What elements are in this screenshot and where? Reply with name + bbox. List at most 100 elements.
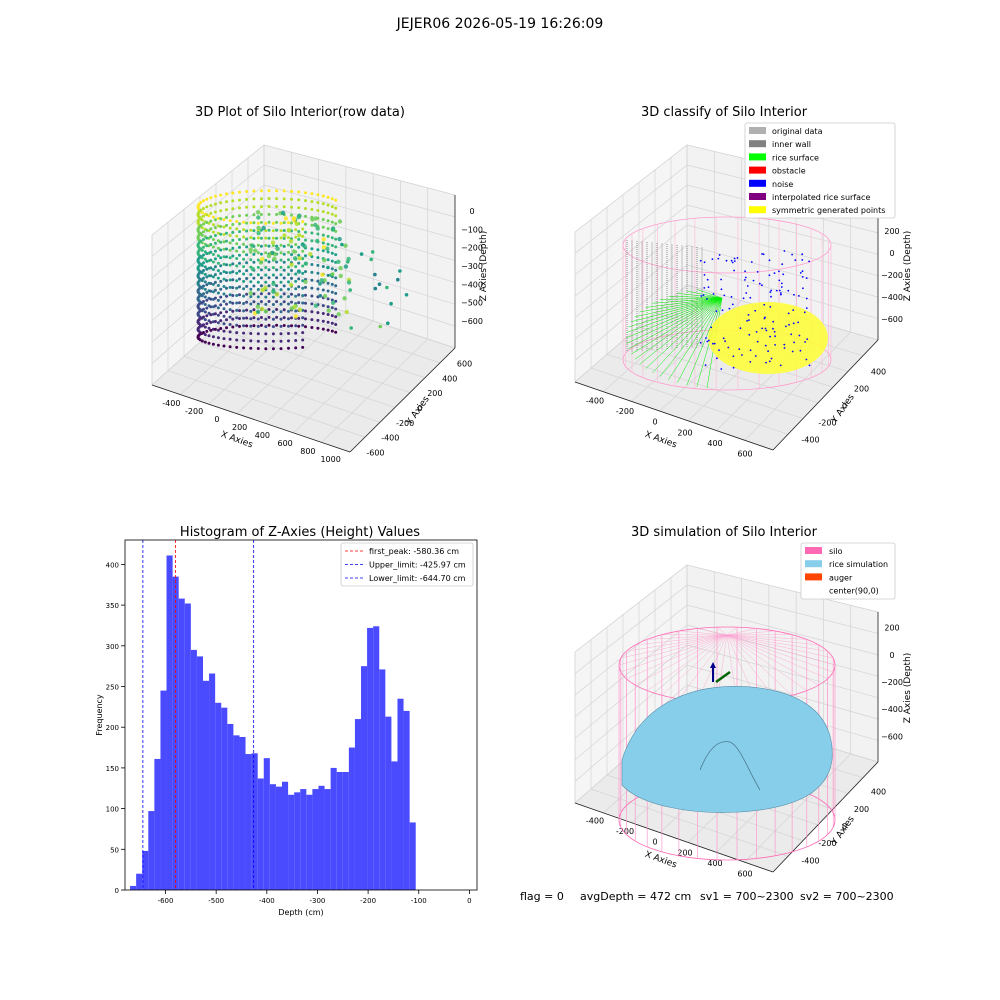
grid-line [606,353,804,419]
x-tick-label: -400 [586,396,604,405]
data-point [238,261,241,265]
data-point [294,346,298,350]
x-tick-label: -400 [162,399,180,408]
outlier-point [370,250,375,254]
noise-point [761,284,763,287]
noise-point [707,286,710,289]
data-point [216,231,220,235]
z-axis-label: Z Axies (Depth) [903,231,913,302]
data-point [294,279,298,283]
data-point [326,305,330,309]
noise-point [748,333,751,336]
silo-roof-line [726,634,828,652]
data-point [330,251,334,255]
data-point [213,241,217,245]
data-point [256,243,260,247]
histogram-bar [391,761,398,890]
histogram-bar [142,850,149,890]
noise-point [703,287,706,289]
data-point [316,232,320,236]
data-point [231,325,235,329]
silo-roof-line [726,628,757,636]
data-point [304,254,307,258]
data-point [282,268,286,272]
noise-point [723,294,726,297]
data-point [310,200,314,204]
figure-title: JEJER06 2026-05-19 16:26:09 [396,16,604,32]
data-point [202,307,205,311]
data-point [209,196,213,200]
data-point [235,316,239,320]
data-point [199,224,203,227]
data-point [267,228,271,232]
data-point [279,280,283,284]
data-point [205,291,209,294]
noise-point [805,277,808,279]
data-point [231,301,235,305]
data-point [326,273,330,277]
noise-point [733,260,736,262]
y-tick-label: -200 [818,419,836,428]
z-tick-label: −600 [881,732,903,741]
data-point [271,325,275,329]
data-point [291,249,297,254]
data-point [207,334,211,338]
data-point [301,271,305,275]
data-point [294,221,300,226]
data-point [252,300,256,304]
noise-point [703,261,706,264]
data-point [216,306,220,310]
noise-point [805,297,808,300]
data-point [279,302,283,306]
legend-label: symmetric generated points [772,206,885,215]
data-point [297,261,301,265]
data-point [231,223,235,226]
data-point [235,271,239,275]
data-point [219,327,223,330]
data-point [259,323,263,327]
rice-surface-ray [631,297,723,323]
data-point [211,238,215,241]
rice-surface-ray [645,297,723,369]
data-point [264,332,268,336]
data-point [316,256,320,260]
data-point [252,197,256,201]
data-point [211,260,215,264]
data-point [297,307,303,312]
data-point [282,260,286,264]
noise-point [730,259,733,262]
data-point [310,318,314,322]
data-point [199,208,203,212]
data-point [279,251,283,255]
data-point [321,237,326,242]
data-point [334,307,338,311]
data-point [336,312,341,317]
data-point [290,205,293,209]
data-point [231,215,235,219]
data-point [279,221,283,225]
data-point [203,325,207,329]
data-point [294,331,298,335]
data-point [338,265,343,271]
noise-point [775,289,778,292]
data-point [282,244,286,248]
x-tick-label: -200 [616,407,634,416]
data-point [297,256,302,261]
data-point [321,218,325,221]
noise-point [772,327,774,330]
data-point [252,189,256,193]
y-tick-label: 300 [106,643,119,651]
data-point [245,324,249,328]
data-point [334,237,338,241]
data-point [225,318,228,322]
silo-roof-line [626,634,728,679]
panel-title: 3D classify of Silo Interior [641,105,808,120]
panel-title: 3D Plot of Silo Interior(row data) [195,105,405,120]
data-point [292,256,298,261]
legend-swatch [805,586,822,594]
data-point [264,325,268,329]
data-point [321,304,325,308]
data-point [275,236,279,240]
data-point [289,262,294,267]
data-point [238,190,241,194]
